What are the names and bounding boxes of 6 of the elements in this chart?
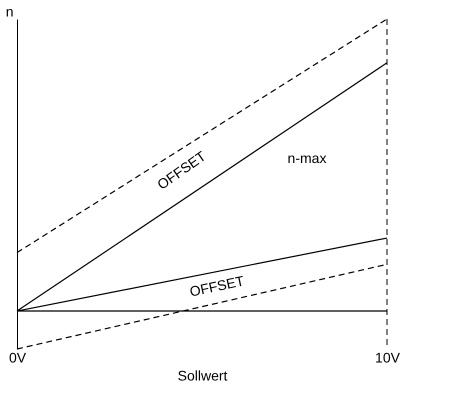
y-axis-title: n [6,4,14,20]
annotation: OFFSET [188,272,246,300]
x-axis-title: Sollwert [178,368,228,384]
x-tick-label: 0V [8,350,27,366]
annotation: n-max [288,150,326,166]
x-tick-label: 10V [375,350,401,366]
